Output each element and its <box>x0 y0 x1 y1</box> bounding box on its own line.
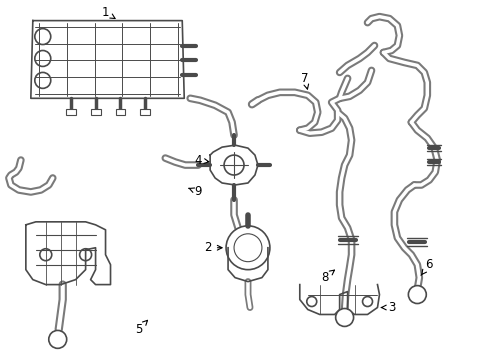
Bar <box>116 109 125 115</box>
Circle shape <box>49 330 67 348</box>
Text: 9: 9 <box>189 185 202 198</box>
Bar <box>141 109 150 115</box>
Bar <box>91 109 100 115</box>
Circle shape <box>226 226 270 270</box>
Circle shape <box>408 285 426 303</box>
Circle shape <box>234 234 262 262</box>
Text: 6: 6 <box>421 258 433 275</box>
Bar <box>66 109 75 115</box>
Text: 8: 8 <box>321 270 335 284</box>
Text: 3: 3 <box>381 301 395 314</box>
Text: 7: 7 <box>301 72 309 89</box>
Text: 4: 4 <box>195 154 209 167</box>
Text: 5: 5 <box>135 320 147 336</box>
Text: 1: 1 <box>102 6 115 19</box>
Text: 2: 2 <box>204 241 222 254</box>
Circle shape <box>336 309 354 327</box>
